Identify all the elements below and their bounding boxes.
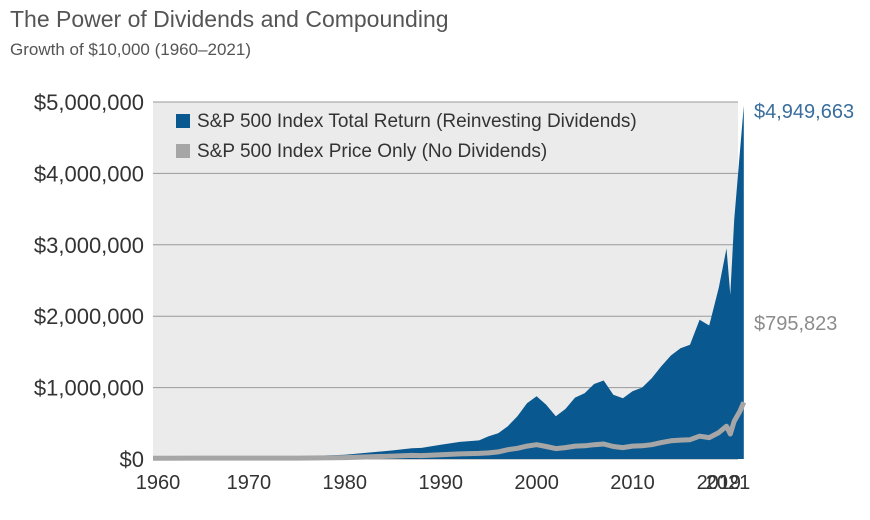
end-labels: $4,949,663 $795,823 [754,101,854,335]
x-tick-label: 1980 [323,472,368,494]
series-total-return-area [153,105,744,459]
y-axis: $0 $1,000,000 $2,000,000 $3,000,000 $4,000,0… [34,90,144,472]
legend-swatch [176,114,190,128]
y-tick-label: $1,000,000 [34,376,144,401]
legend: S&P 500 Index Total Return (Reinvesting … [176,111,637,162]
legend-swatch [176,144,190,158]
x-tick-label: 1960 [136,472,181,494]
x-tick-label: 2010 [610,472,655,494]
x-tick-label: 2000 [514,472,559,494]
x-tick-label: 2019 [697,472,742,494]
chart-marks [152,105,747,461]
legend-label: S&P 500 Index Price Only (No Dividends) [197,141,547,162]
y-tick-label: $5,000,000 [34,90,144,115]
chart-subtitle: Growth of $10,000 (1960–2021) [10,40,252,59]
x-tick-label: 1990 [418,472,463,494]
chart-title: The Power of Dividends and Compounding [10,6,449,32]
y-tick-label: $4,000,000 [34,161,144,186]
legend-label: S&P 500 Index Total Return (Reinvesting … [197,111,637,132]
series-price-only-line [152,401,747,461]
end-label-price-only: $795,823 [754,313,837,335]
y-tick-label: $3,000,000 [34,233,144,258]
x-tick-label: 2021 [706,472,751,494]
y-tick-label: $2,000,000 [34,304,144,329]
end-label-total-return: $4,949,663 [754,101,854,123]
y-tick-label: $0 [120,447,144,472]
x-tick-label: 1970 [227,472,272,494]
